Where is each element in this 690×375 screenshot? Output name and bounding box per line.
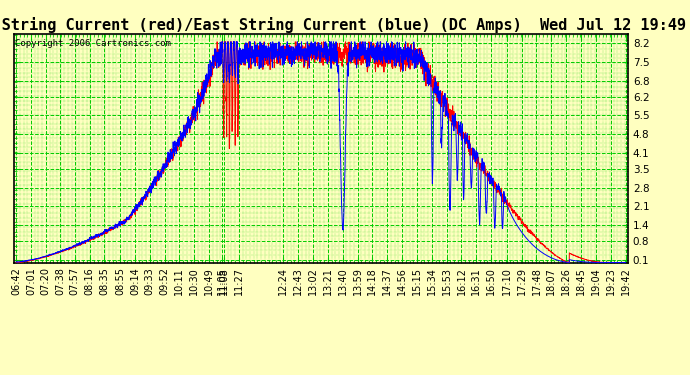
Title: West String Current (red)/East String Current (blue) (DC Amps)  Wed Jul 12 19:49: West String Current (red)/East String Cu… (0, 16, 686, 33)
Text: Copyright 2006 Cartronics.com: Copyright 2006 Cartronics.com (15, 39, 171, 48)
